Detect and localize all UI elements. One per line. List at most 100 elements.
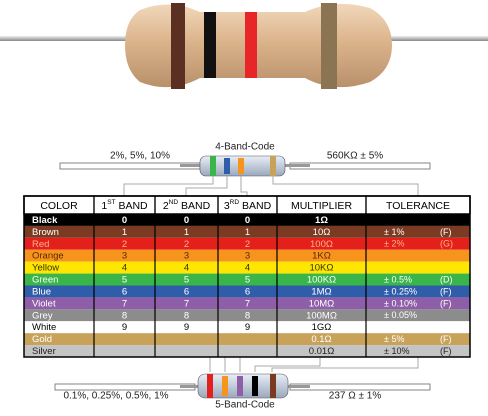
band-digit: 6 — [245, 286, 250, 297]
tolerance-code: (D) — [440, 274, 453, 284]
header-label: COLOR — [40, 200, 78, 212]
header-cell: 2ND BAND — [163, 199, 211, 212]
tolerance-code: (F) — [440, 227, 452, 237]
band-digit: 0 — [122, 215, 127, 226]
multiplier: 1KΩ — [312, 251, 331, 262]
five-band-example: 237 Ω ± 1% — [329, 391, 382, 402]
color-name: Yellow — [32, 263, 59, 274]
color-name: Silver — [32, 346, 56, 357]
row-bg — [24, 225, 470, 238]
tolerance-code: (F) — [440, 298, 452, 308]
header-cell: MULTIPLIER — [291, 200, 352, 212]
table-border — [23, 195, 471, 358]
five-band-title: 5-Band-Code — [215, 400, 275, 411]
tolerance: ± 2% — [384, 239, 404, 249]
color-name: Black — [32, 215, 58, 226]
band-digit: 3 — [122, 251, 127, 262]
tolerance: ± 0.05% — [384, 310, 417, 320]
band-digit: 5 — [184, 275, 189, 286]
header-superscript: RD — [230, 199, 240, 206]
band-digit: 8 — [184, 310, 189, 321]
header-number: 1 — [101, 200, 107, 212]
multiplier: 10Ω — [313, 227, 331, 238]
five-band-diagram — [54, 357, 431, 399]
band-digit: 8 — [245, 310, 250, 321]
band-digit: 4 — [184, 263, 189, 274]
header-superscript: ST — [107, 199, 115, 206]
band-digit: 4 — [122, 263, 127, 274]
band-digit: 9 — [122, 322, 127, 333]
row-bg — [24, 249, 470, 262]
multiplier: 10MΩ — [309, 298, 335, 309]
row-bg — [24, 273, 470, 286]
multiplier: 0.1Ω — [311, 334, 331, 345]
band-digit: 9 — [245, 322, 250, 333]
four-band-diagram — [59, 155, 431, 196]
color-name: White — [32, 322, 56, 333]
header-superscript: ND — [169, 199, 179, 206]
band-digit: 6 — [184, 286, 189, 297]
five-band-tolerances: 0.1%, 0.25%, 0.5%, 1% — [63, 391, 168, 402]
multiplier: 1Ω — [315, 215, 328, 226]
band-digit: 7 — [245, 298, 250, 309]
band-digit: 9 — [184, 322, 189, 333]
row-bg — [24, 237, 470, 250]
tolerance-code: (F) — [440, 286, 452, 296]
color-name: Green — [32, 275, 58, 286]
tolerance-code: (F) — [440, 346, 452, 356]
color-name: Orange — [32, 251, 64, 262]
band-digit: 1 — [245, 227, 250, 238]
tolerance: ± 1% — [384, 227, 404, 237]
row-bg — [24, 345, 470, 357]
multiplier: 1GΩ — [312, 322, 332, 333]
four-band-tolerances: 2%, 5%, 10% — [110, 151, 170, 162]
tolerance-code: (G) — [440, 239, 453, 249]
band-digit: 6 — [122, 286, 127, 297]
color-name: Red — [32, 239, 49, 250]
row-bg — [24, 214, 470, 226]
resistor-photo — [0, 3, 488, 89]
color-code-table: COLOR 1ST BAND 2ND BAND 3RD BAND MULTIPLIER T… — [23, 195, 471, 358]
tolerance: ± 10% — [384, 346, 409, 356]
header-cell: 3RD BAND — [224, 199, 272, 212]
band-digit: 8 — [122, 310, 127, 321]
row-bg — [24, 309, 470, 322]
multiplier: 100KΩ — [307, 275, 336, 286]
header-label: MULTIPLIER — [291, 200, 352, 212]
multiplier: 10KΩ — [309, 263, 333, 274]
multiplier: 1MΩ — [311, 286, 331, 297]
band-digit: 3 — [245, 251, 250, 262]
band-digit: 7 — [184, 298, 189, 309]
band-digit: 2 — [184, 239, 189, 250]
band-digit: 1 — [122, 227, 127, 238]
header-number: 3 — [224, 200, 230, 212]
row-bg — [24, 333, 470, 346]
header-label: BAND — [239, 200, 272, 212]
header-label: TOLERANCE — [386, 200, 450, 212]
color-name: Brown — [32, 227, 59, 238]
row-bg — [24, 321, 470, 334]
header-cell: TOLERANCE — [386, 200, 450, 212]
color-name: Blue — [32, 286, 51, 297]
band-digit: 4 — [245, 263, 250, 274]
four-band-example: 560KΩ ± 5% — [327, 151, 383, 162]
band-digit: 2 — [245, 239, 250, 250]
header-label: BAND — [178, 200, 211, 212]
tolerance-code: (F) — [440, 334, 452, 344]
band-digit: 5 — [122, 275, 127, 286]
header-cell: COLOR — [40, 200, 78, 212]
multiplier: 100Ω — [310, 239, 333, 250]
color-name: Gold — [32, 334, 52, 345]
band-digit: 0 — [245, 215, 250, 226]
tolerance: ± 0.25% — [384, 286, 417, 296]
row-bg — [24, 261, 470, 274]
tolerance: ± 5% — [384, 334, 404, 344]
multiplier: 0.01Ω — [309, 346, 335, 357]
multiplier: 100MΩ — [306, 310, 337, 321]
color-name: Grey — [32, 310, 53, 321]
band-digit: 7 — [122, 298, 127, 309]
band-digit: 1 — [184, 227, 189, 238]
four-band-title: 4-Band-Code — [215, 142, 275, 153]
